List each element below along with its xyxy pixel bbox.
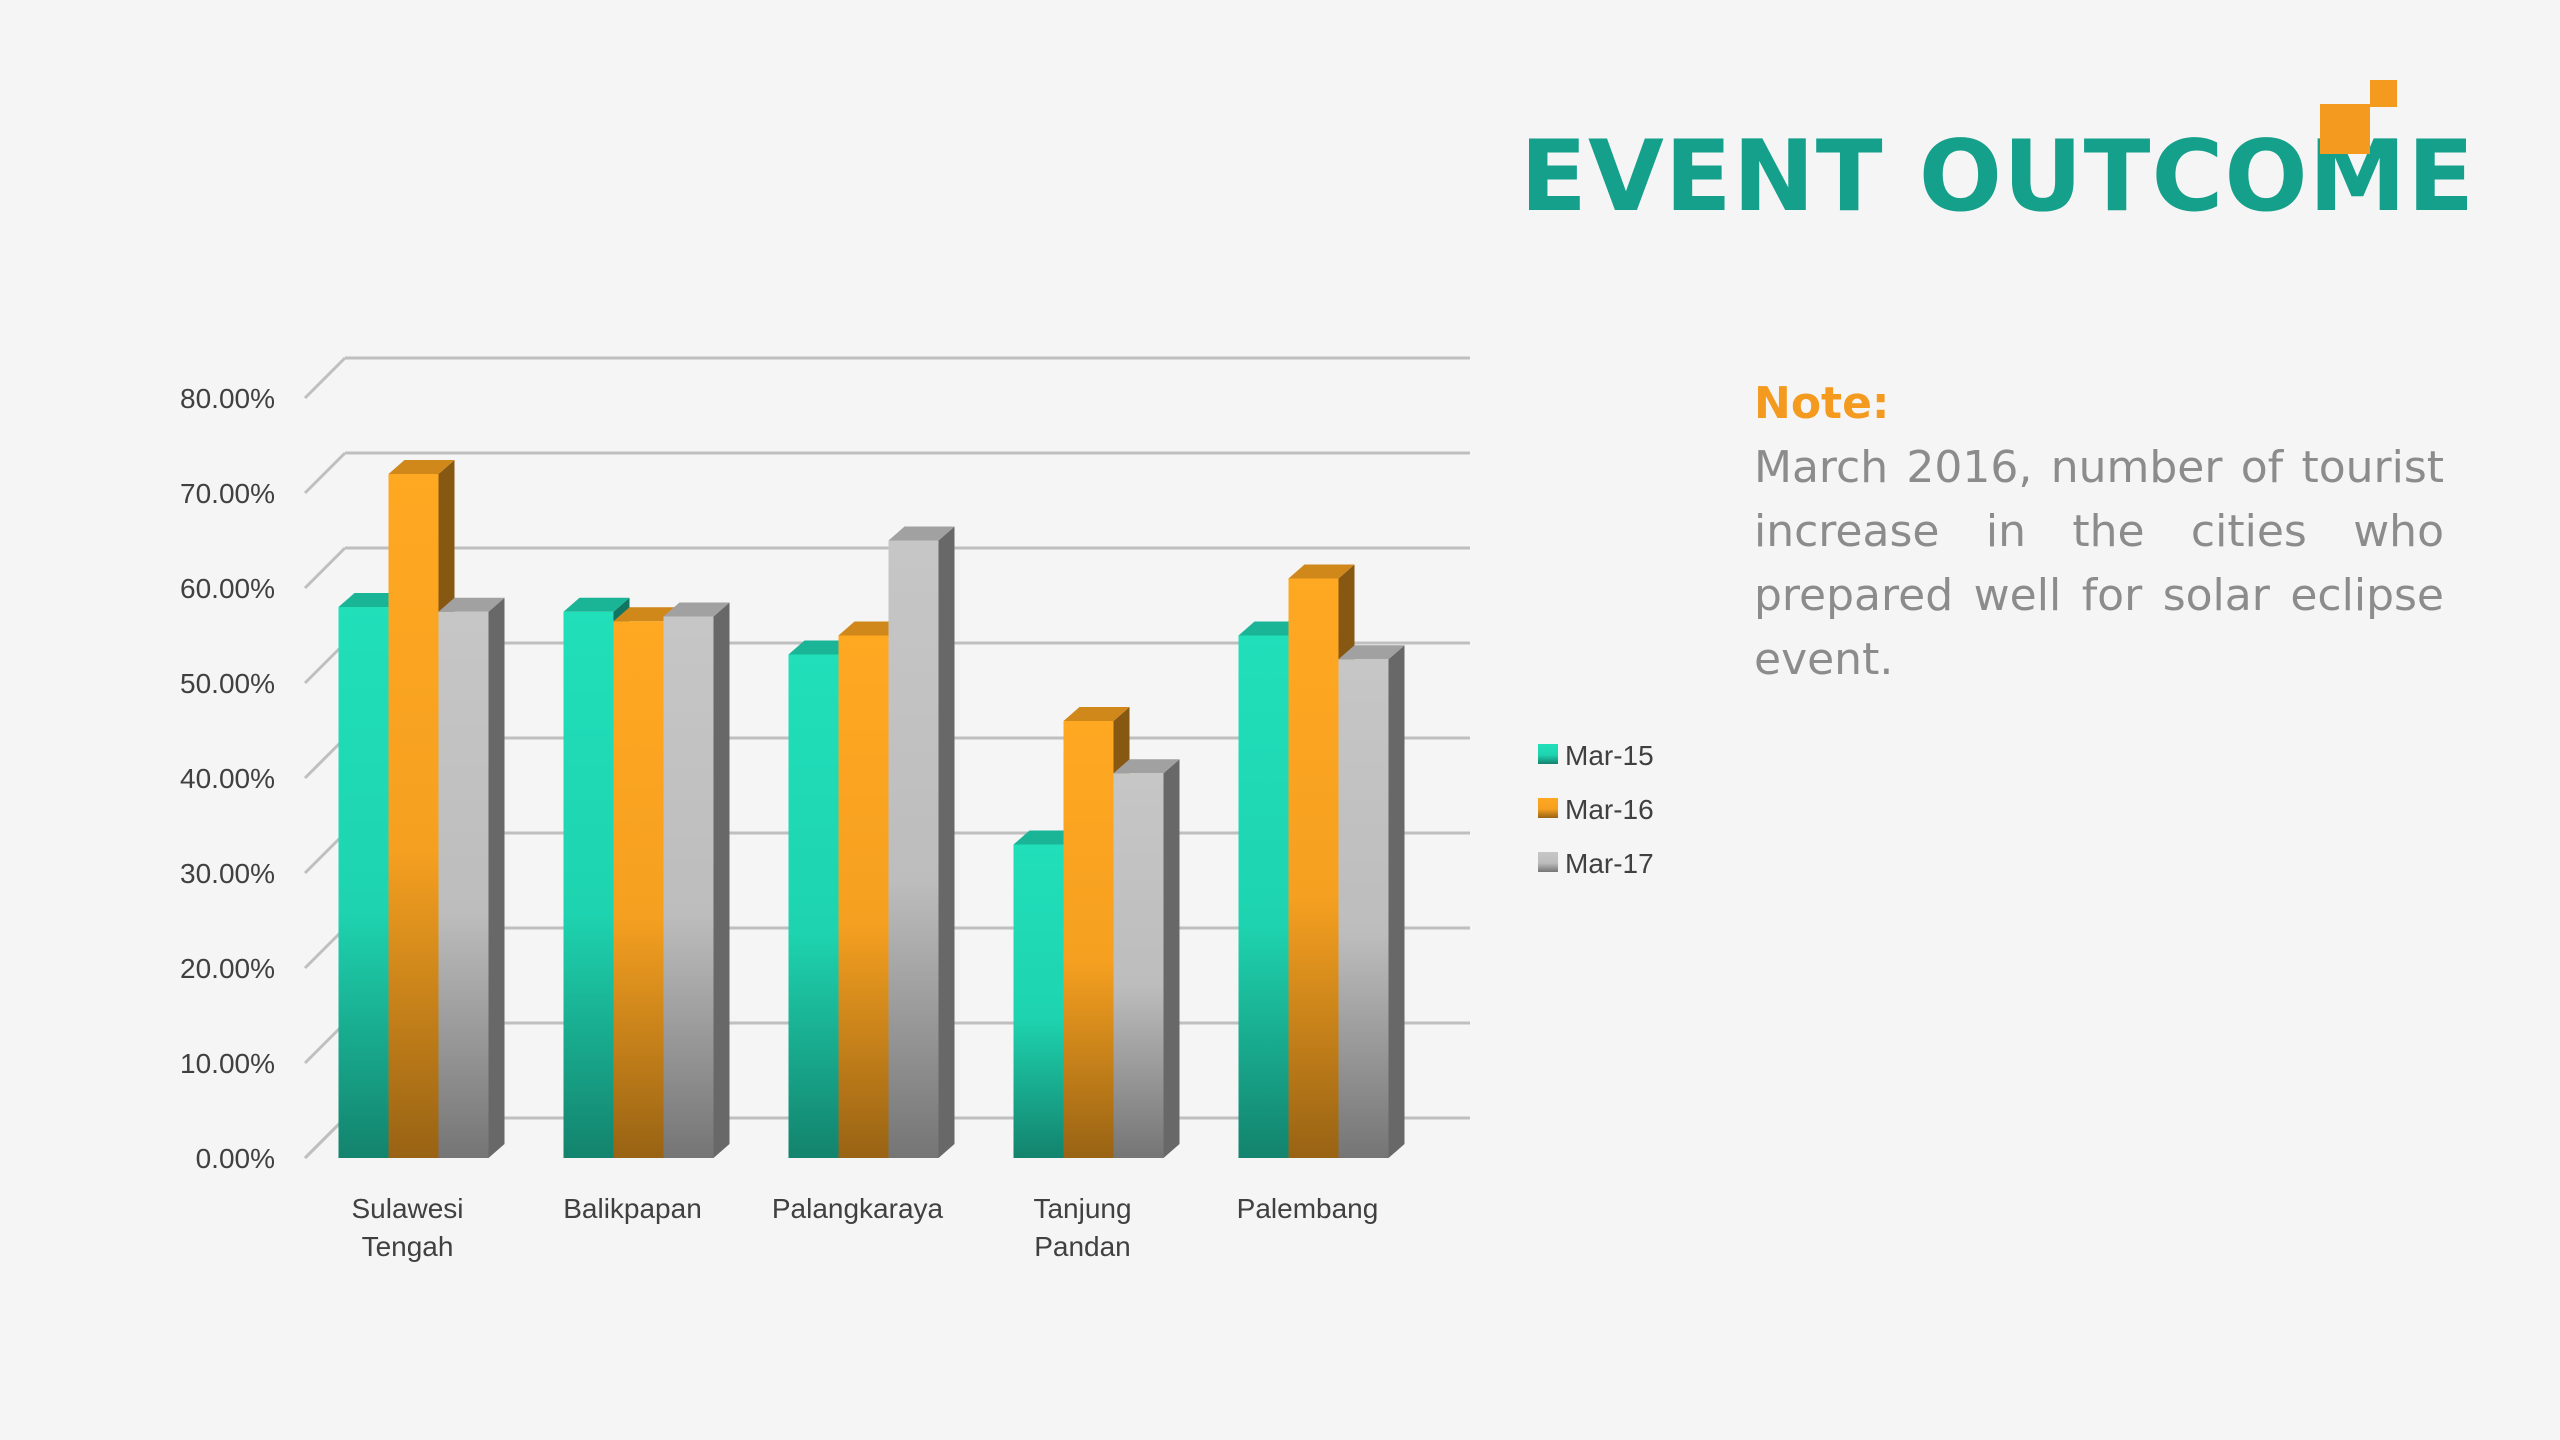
bar: [888, 526, 955, 1158]
decor-square-large: [2320, 104, 2370, 154]
y-tick-label: 0.00%: [196, 1143, 275, 1174]
gridline: [303, 356, 1470, 400]
bar: [663, 602, 730, 1158]
slide-title: EVENT OUTCOME: [1520, 120, 2476, 234]
legend-label: Mar-15: [1565, 740, 1654, 771]
chart-bars: [338, 460, 1405, 1158]
legend-label: Mar-16: [1565, 794, 1654, 825]
y-tick-label: 30.00%: [180, 858, 275, 889]
x-tick-label: Palangkaraya: [772, 1193, 944, 1224]
floor-edge: [303, 1116, 347, 1160]
bar: [1113, 759, 1180, 1158]
legend-swatch: [1538, 744, 1558, 764]
bar-chart: 0.00% 10.00% 20.00% 30.00% 40.00% 50.00% 60.00…: [180, 356, 1654, 1262]
chart-legend: Mar-15 Mar-16 Mar-17: [1538, 740, 1654, 879]
y-tick-label: 50.00%: [180, 668, 275, 699]
chart-y-axis: 0.00% 10.00% 20.00% 30.00% 40.00% 50.00% 60.00…: [180, 383, 275, 1174]
x-tick-label: Sulawesi Tengah: [351, 1193, 463, 1262]
bar: [438, 597, 505, 1158]
note-label: Note:: [1754, 378, 1890, 429]
chart-x-axis: Sulawesi Tengah Balikpapan Palangkaraya Tanj…: [351, 1193, 1378, 1262]
y-tick-label: 60.00%: [180, 573, 275, 604]
x-tick-label: Palembang: [1237, 1193, 1379, 1224]
note-text: March 2016, number of tourist increase i…: [1754, 442, 2444, 685]
y-tick-label: 80.00%: [180, 383, 275, 414]
y-tick-label: 20.00%: [180, 953, 275, 984]
bar: [1338, 645, 1405, 1158]
note-box: Note: March 2016, number of tourist incr…: [1754, 372, 2444, 692]
y-tick-label: 70.00%: [180, 478, 275, 509]
x-tick-label: Balikpapan: [563, 1193, 702, 1224]
x-tick-label: Tanjung Pandan: [1033, 1193, 1131, 1262]
decor-square-small: [2370, 80, 2397, 107]
legend-item: Mar-17: [1538, 848, 1654, 879]
legend-item: Mar-16: [1538, 794, 1654, 825]
legend-item: Mar-15: [1538, 740, 1654, 771]
legend-swatch: [1538, 852, 1558, 872]
legend-label: Mar-17: [1565, 848, 1654, 879]
legend-swatch: [1538, 798, 1558, 818]
gridline: [303, 451, 1470, 495]
y-tick-label: 10.00%: [180, 1048, 275, 1079]
y-tick-label: 40.00%: [180, 763, 275, 794]
